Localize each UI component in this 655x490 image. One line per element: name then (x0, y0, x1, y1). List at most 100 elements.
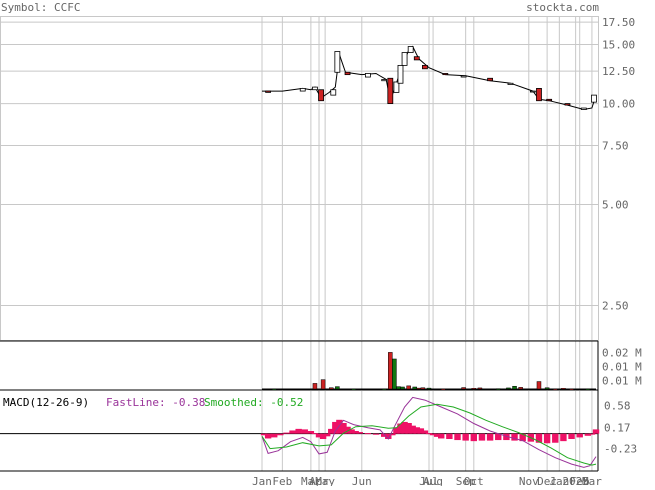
x-tick-label: Dec (537, 475, 557, 486)
macd-histogram-bar (417, 428, 425, 434)
macd-histogram-bar (352, 431, 359, 434)
macd-histogram-bar (503, 433, 510, 441)
macd-histogram-bar (470, 433, 478, 442)
volume-bar (506, 387, 511, 390)
volume-bar (416, 387, 422, 390)
candle-down (487, 77, 493, 82)
macd-histogram-bar (328, 428, 335, 434)
macd-histogram-bar (425, 433, 433, 435)
macd-histogram-bar (519, 433, 526, 442)
macd-tick-label: 0.17 (604, 421, 631, 434)
macd-histogram-bar (588, 433, 596, 435)
volume-bar (328, 387, 334, 390)
volume-bar (585, 388, 591, 391)
macd-histogram-bar (462, 433, 469, 441)
x-tick-label: Feb (570, 475, 590, 486)
macd-histogram-bar (433, 433, 441, 437)
macd-histogram-bar (283, 432, 290, 434)
x-tick-label: Oct (464, 475, 484, 486)
symbol-label: Symbol: CCFC (1, 1, 81, 14)
candle-down (413, 56, 420, 61)
candle-down (387, 77, 394, 105)
candle-down (442, 73, 449, 76)
x-tick-label: May (315, 475, 335, 486)
macd-histogram-bar (356, 432, 363, 434)
volume-bar (400, 386, 405, 390)
price-tick-label: 10.00 (602, 98, 635, 111)
x-tick-label: Jun (352, 475, 372, 486)
volume-bar (441, 388, 446, 391)
volume-bar (495, 388, 501, 390)
macd-histogram-bar (332, 421, 339, 434)
candle-up (365, 73, 371, 78)
x-tick-label: Nov (519, 475, 539, 486)
macd-histogram-bar (311, 433, 319, 435)
volume-bar (388, 352, 393, 390)
x-tick-label: Apr (309, 475, 329, 486)
candle-up (397, 64, 404, 84)
macd-histogram-bar (592, 429, 600, 434)
macd-histogram-bar (348, 429, 355, 434)
volume-tick-label: 0.01 M (602, 375, 642, 388)
macd-histogram-bar (576, 433, 583, 438)
candle-up (529, 90, 536, 93)
volume-bar (392, 358, 397, 390)
macd-histogram-bar (344, 426, 351, 434)
candle-up (299, 88, 306, 92)
candle-up (334, 51, 341, 73)
x-tick-label: Feb (272, 475, 292, 486)
volume-bar (426, 387, 432, 390)
macd-histogram-bar (454, 433, 461, 441)
volume-bar (512, 385, 517, 390)
macd-histogram-bar (478, 433, 486, 441)
macd-histogram-bar (543, 433, 551, 444)
macd-title: MACD(12-26-9) (3, 396, 89, 409)
macd-histogram-bar (552, 433, 559, 443)
volume-bar (536, 381, 542, 390)
price-tick-label: 15.00 (602, 39, 635, 52)
macd-histogram-bar (319, 433, 327, 439)
volume-bar (471, 388, 477, 390)
macd-histogram-bar (307, 431, 315, 434)
macd-histogram-bar (323, 433, 331, 437)
macd-histogram-bar (535, 433, 543, 443)
x-tick-label: Jan (549, 475, 569, 486)
macd-fast-label: FastLine: -0.38 (106, 396, 205, 409)
candle-up (460, 75, 467, 78)
candle-up (330, 89, 337, 96)
source-label: stockta.com (526, 1, 599, 14)
macd-histogram-bar (495, 433, 502, 441)
macd-histogram-bar (397, 423, 404, 434)
x-tick-label: Mar (301, 475, 321, 486)
macd-histogram-bar (271, 433, 278, 438)
macd-histogram-bar (560, 433, 567, 442)
volume-bar (312, 383, 318, 390)
candle-up (591, 94, 597, 103)
volume-bar (544, 387, 550, 390)
volume-bar (381, 388, 387, 391)
candle-down (564, 103, 571, 106)
price-tick-label: 12.50 (602, 65, 635, 78)
candle-down (265, 90, 272, 93)
candle-up (381, 79, 388, 82)
x-tick-label: Aug (423, 475, 443, 486)
price-panel-frame (0, 16, 599, 341)
macd-histogram-bar (295, 428, 302, 434)
macd-histogram-bar (405, 423, 412, 434)
volume-bar (335, 386, 340, 390)
x-tick-label: Jul (419, 475, 439, 486)
macd-histogram-bar (421, 430, 429, 434)
candle-up (407, 46, 414, 53)
volume-bar (271, 388, 277, 391)
macd-histogram-bar (486, 433, 494, 441)
macd-histogram-bar (260, 433, 268, 436)
volume-bar (518, 387, 523, 390)
x-tick-label: Jan (252, 475, 272, 486)
macd-smoothed-label: Smoothed: -0.52 (204, 396, 303, 409)
volume-bar (406, 385, 411, 390)
candle-up (580, 107, 587, 110)
macd-histogram-bar (385, 433, 392, 439)
macd-histogram-bar (336, 419, 343, 434)
macd-histogram-bar (401, 421, 408, 434)
